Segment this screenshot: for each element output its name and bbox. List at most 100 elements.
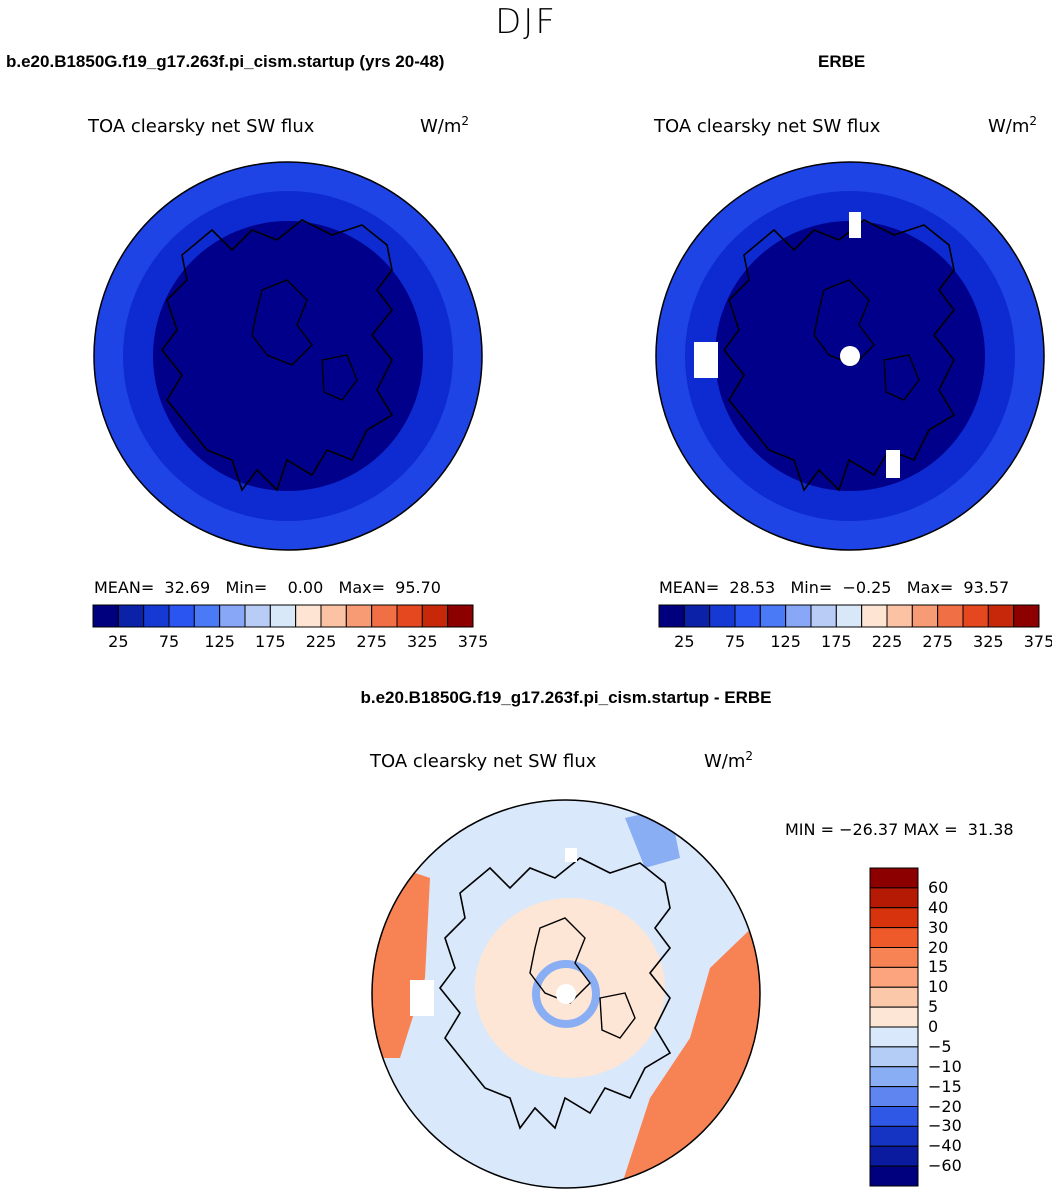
colorbar-tick-label: 175 — [255, 632, 286, 651]
model-mean-value: 32.69 — [164, 578, 211, 597]
erbe-colorbar-ticks: 25 75 125 175 225 275 325 375 — [659, 632, 1052, 652]
colorbar-box — [447, 604, 474, 628]
colorbar-level-label: 30 — [928, 917, 949, 937]
model-panel-title: b.e20.B1850G.f19_g17.263f.pi_cism.startu… — [6, 52, 445, 71]
season-title: DJF — [495, 2, 557, 42]
difference-max-value: 31.38 — [967, 820, 1014, 839]
colorbar-box — [869, 1125, 919, 1147]
model-colorbar-ticks: 25 75 125 175 225 275 325 375 — [93, 632, 488, 652]
colorbar-box — [869, 1006, 919, 1028]
colorbar-level-label: −10 — [928, 1056, 962, 1076]
colorbar-tick-label: 25 — [674, 632, 695, 651]
model-units-label: W/m2 — [420, 114, 470, 137]
colorbar-box — [869, 966, 919, 988]
inner-band — [153, 221, 423, 491]
colorbar-tick-label: 25 — [108, 632, 129, 651]
colorbar-box — [869, 986, 919, 1008]
colorbar-box — [962, 604, 989, 628]
colorbar-box — [117, 604, 145, 628]
colorbar-box — [371, 604, 398, 628]
colorbar-box — [92, 604, 119, 628]
colorbar-level-label: −60 — [928, 1156, 962, 1176]
coastline — [251, 279, 313, 366]
erbe-units-label: W/m2 — [988, 114, 1038, 137]
colorbar-box — [421, 604, 449, 628]
colorbar-box — [835, 604, 863, 628]
colorbar-box — [911, 604, 939, 628]
model-stats: MEAN= 32.69 Min= 0.00 Max= 95.70 — [94, 578, 441, 597]
map-border — [655, 161, 1045, 551]
colorbar-box — [244, 604, 271, 628]
colorbar-box — [143, 604, 170, 628]
difference-max-label: MAX = — [903, 820, 958, 839]
coastline — [321, 354, 358, 401]
colorbar-box — [193, 604, 221, 628]
missing-data-patch — [694, 342, 718, 378]
coastline — [722, 219, 956, 492]
colorbar-tick-label: 375 — [457, 632, 489, 651]
map-field — [372, 800, 760, 1188]
colorbar-box — [869, 1026, 919, 1048]
colorbar-box — [869, 867, 919, 889]
difference-panel-title: b.e20.B1850G.f19_g17.263f.pi_cism.startu… — [360, 688, 772, 707]
missing-data-patch — [565, 848, 577, 862]
colorbar-box — [683, 604, 711, 628]
difference-min-value: −26.37 — [839, 820, 899, 839]
erbe-max-label: Max= — [906, 578, 954, 597]
colorbar-level-label: 20 — [928, 937, 949, 957]
difference-min-label: MIN = — [785, 820, 834, 839]
model-max-label: Max= — [338, 578, 385, 597]
difference-variable-label: TOA clearsky net SW flux — [370, 751, 597, 772]
colorbar-level-label: 60 — [928, 877, 949, 897]
colorbar-tick-label: 125 — [770, 632, 801, 651]
colorbar-level-label: 15 — [928, 957, 949, 977]
map-border — [93, 161, 483, 551]
colorbar-box — [869, 1066, 919, 1088]
coastline — [883, 354, 920, 401]
erbe-panel-title: ERBE — [818, 52, 866, 71]
colorbar-tick-label: 275 — [356, 632, 387, 651]
colorbar-box — [345, 604, 373, 628]
coastline — [438, 857, 672, 1130]
colorbar-tick-label: 75 — [158, 632, 180, 651]
colorbar-box — [937, 604, 964, 628]
colorbar-box — [320, 604, 347, 628]
model-mean-label: MEAN= — [94, 578, 155, 597]
colorbar-box — [759, 604, 787, 628]
colorbar-tick-label: 225 — [871, 632, 903, 651]
model-colorbar — [92, 604, 474, 628]
colorbar-level-label: −5 — [928, 1036, 952, 1056]
difference-colorbar — [869, 867, 919, 1187]
map-field — [94, 162, 482, 550]
negative-ring — [532, 960, 600, 1028]
coastline — [813, 279, 875, 366]
missing-data-patch — [410, 980, 434, 1016]
coastline — [599, 992, 636, 1039]
difference-polar-map — [371, 799, 761, 1189]
colorbar-box — [869, 1046, 919, 1068]
colorbar-box — [295, 604, 322, 628]
erbe-stats: MEAN= 28.53 Min= −0.25 Max= 93.57 — [659, 578, 1009, 597]
colorbar-box — [785, 604, 812, 628]
colorbar-box — [396, 604, 423, 628]
colorbar-tick-label: 175 — [821, 632, 852, 651]
colorbar-level-label: 5 — [928, 997, 939, 1017]
colorbar-box — [869, 907, 919, 929]
colorbar-box — [869, 1086, 919, 1107]
erbe-min-value: −0.25 — [842, 578, 892, 597]
colorbar-tick-label: 325 — [407, 632, 438, 651]
missing-data-patch — [556, 984, 576, 1004]
colorbar-level-label: 10 — [928, 977, 949, 997]
difference-colorbar-labels: 60 40 30 20 15 10 5 0 −5 −10 −15 −20 −30 −40 −60 — [928, 868, 988, 1186]
erbe-mean-label: MEAN= — [659, 578, 720, 597]
colorbar-box — [987, 604, 1015, 628]
colorbar-box — [810, 604, 837, 628]
colorbar-box — [869, 1106, 919, 1127]
erbe-colorbar — [658, 604, 1040, 628]
model-max-value: 95.70 — [395, 578, 441, 597]
colorbar-level-label: −15 — [928, 1076, 962, 1096]
colorbar-box — [869, 927, 919, 948]
colorbar-box — [219, 604, 246, 628]
erbe-polar-map — [655, 161, 1045, 551]
colorbar-box — [886, 604, 913, 628]
